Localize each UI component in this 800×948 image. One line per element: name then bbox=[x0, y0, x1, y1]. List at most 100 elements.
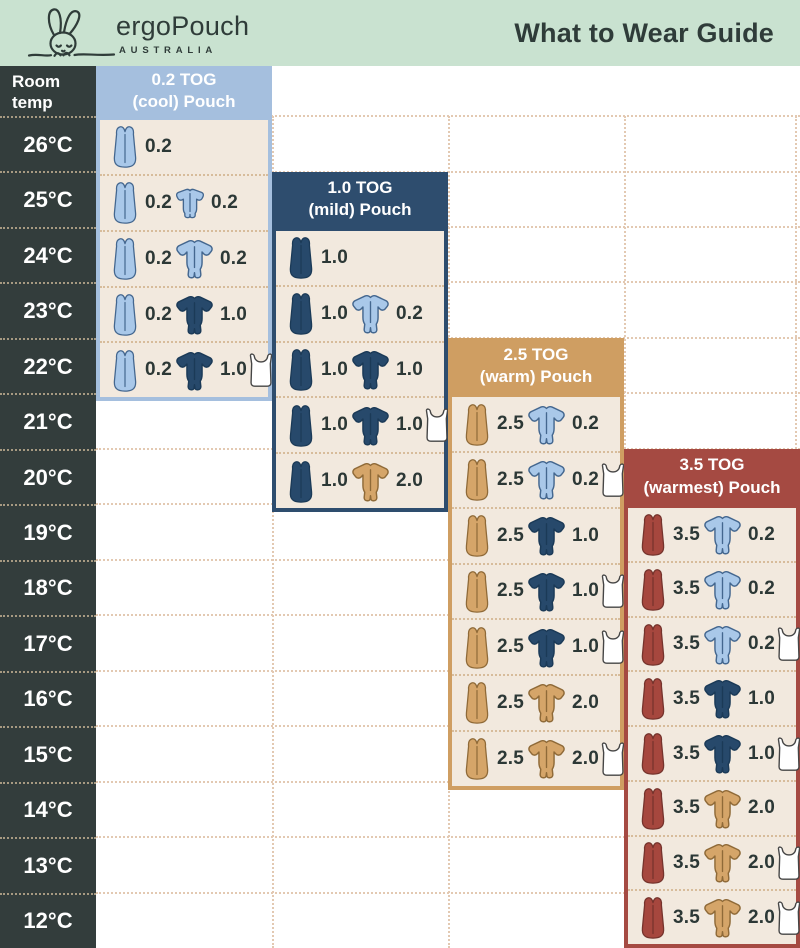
table-row-23c: 0.2 1.0 bbox=[100, 285, 268, 342]
garment-item: 2.0 bbox=[525, 680, 600, 725]
tog-value: 0.2 bbox=[145, 247, 173, 269]
garment-item: 1.0 bbox=[285, 458, 349, 505]
sleepsuit-icon bbox=[704, 516, 741, 555]
singlet-icon bbox=[777, 736, 800, 771]
tog-value: 1.0 bbox=[321, 302, 349, 324]
tog-value: 0.2 bbox=[748, 633, 776, 655]
sleeping-bag-icon bbox=[465, 515, 489, 557]
sleepsuit-icon bbox=[352, 295, 389, 334]
tog-value: 3.5 bbox=[673, 523, 701, 545]
sleepsuit-icon bbox=[528, 572, 565, 612]
garment-item: 3.5 bbox=[637, 511, 701, 558]
garment-item: 2.5 bbox=[461, 568, 525, 615]
singlet-icon bbox=[777, 627, 800, 662]
garment-item: 1.0 bbox=[525, 569, 600, 614]
garment-item: 2.5 bbox=[461, 512, 525, 559]
tog-value: 2.0 bbox=[572, 747, 600, 769]
garment-item: 3.5 bbox=[637, 566, 701, 613]
tog-value: 1.0 bbox=[572, 636, 600, 658]
table-row-22c: 0.2 1.0 bbox=[100, 341, 273, 397]
sleeping-bag-icon bbox=[641, 787, 665, 830]
garment-item bbox=[776, 899, 800, 937]
table-row-18c: 3.5 0.2 bbox=[628, 561, 796, 616]
sleepsuit-icon bbox=[528, 684, 565, 723]
tog-value: 2.5 bbox=[497, 413, 525, 435]
sleepsuit-icon bbox=[352, 350, 389, 390]
tog-value: 3.5 bbox=[673, 633, 701, 655]
sleeping-bag-icon bbox=[641, 514, 665, 556]
tog-value: 2.5 bbox=[497, 691, 525, 713]
garment-item: 1.0 bbox=[285, 290, 349, 337]
panel-2-5-tog-body: 2.5 0.2 2.5 0.2 2.5 1.0 2.5 1.0 2.5 1.0 2.5 2.0 2.5 2… bbox=[448, 393, 626, 790]
sleepsuit-icon bbox=[528, 461, 565, 500]
sleeping-bag-icon bbox=[465, 403, 489, 446]
sleeping-bag-icon bbox=[641, 733, 665, 775]
tog-value: 1.0 bbox=[220, 303, 248, 325]
room-temp-cell: 14°C bbox=[0, 781, 96, 837]
room-temp-cell: 16°C bbox=[0, 670, 96, 726]
garment-item: 0.2 bbox=[173, 236, 248, 281]
tog-value: 1.0 bbox=[220, 359, 248, 381]
garment-item: 1.0 bbox=[701, 676, 776, 721]
tog-value: 1.0 bbox=[321, 358, 349, 380]
garment-item: 3.5 bbox=[637, 839, 701, 886]
garment-item: 2.0 bbox=[701, 895, 776, 940]
garment-item: 2.0 bbox=[349, 459, 424, 504]
table-row-24c: 0.2 0.2 bbox=[100, 229, 268, 286]
singlet-icon bbox=[601, 574, 625, 609]
room-temp-cell: 13°C bbox=[0, 837, 96, 892]
garment-item: 0.2 bbox=[109, 291, 173, 338]
sleeping-bag-icon bbox=[465, 626, 489, 669]
garment-item bbox=[776, 625, 800, 663]
table-row-17c: 2.5 1.0 bbox=[452, 618, 625, 674]
panel-1-0-tog-header: 1.0 TOG (mild) Pouch bbox=[272, 171, 448, 227]
brand-name: ergoPouch bbox=[116, 11, 250, 41]
sleeping-bag-icon bbox=[289, 237, 313, 280]
garment-item bbox=[424, 406, 450, 444]
table-row-15c: 2.5 2.0 bbox=[452, 729, 625, 786]
garment-item: 2.5 bbox=[461, 624, 525, 671]
table-row-17c: 3.5 0.2 bbox=[628, 615, 800, 671]
brand-country: AUSTRALIA bbox=[119, 45, 218, 56]
room-temp-header: Room temp bbox=[0, 66, 96, 116]
garment-item: 0.2 bbox=[109, 123, 173, 170]
garment-item: 2.0 bbox=[525, 736, 600, 781]
garment-item: 1.0 bbox=[525, 513, 600, 558]
garment-item bbox=[600, 572, 626, 610]
tog-value: 1.0 bbox=[748, 687, 776, 709]
sleeping-bag-icon bbox=[113, 126, 137, 169]
room-temp-cell: 25°C bbox=[0, 171, 96, 226]
garment-item: 1.0 bbox=[701, 731, 776, 776]
tog-value: 0.2 bbox=[211, 191, 239, 213]
tog-value: 2.0 bbox=[748, 851, 776, 873]
garment-item: 0.2 bbox=[173, 185, 239, 221]
singlet-icon bbox=[777, 901, 800, 935]
tog-value: 0.2 bbox=[572, 413, 600, 435]
panel-0-2-tog-body: 0.2 0.2 0.2 0.2 0.2 0.2 1.0 0.2 1.0 bbox=[96, 116, 273, 402]
garment-item: 3.5 bbox=[637, 621, 701, 668]
garment-item: 0.2 bbox=[109, 235, 173, 282]
panel-title-line1: 2.5 TOG bbox=[503, 344, 569, 364]
garment-item: 2.5 bbox=[461, 679, 525, 726]
garment-item: 3.5 bbox=[637, 785, 701, 832]
garment-item bbox=[600, 628, 626, 666]
tog-value: 3.5 bbox=[673, 578, 701, 600]
sleepsuit-icon bbox=[352, 406, 389, 446]
garment-item: 0.2 bbox=[109, 347, 173, 394]
sleeping-bag-icon bbox=[113, 349, 137, 392]
sleepsuit-icon bbox=[704, 844, 741, 883]
tog-value: 2.5 bbox=[497, 580, 525, 602]
brand-logo: ergoPouch AUSTRALIA bbox=[26, 5, 249, 63]
sleeping-bag-icon bbox=[641, 897, 665, 939]
garment-item: 2.5 bbox=[461, 401, 525, 448]
room-temp-cell: 22°C bbox=[0, 337, 96, 393]
sleepsuit-icon bbox=[176, 351, 213, 391]
garment-item: 1.0 bbox=[285, 402, 349, 449]
tog-value: 2.5 bbox=[497, 524, 525, 546]
singlet-icon bbox=[249, 353, 273, 388]
garment-item: 0.2 bbox=[701, 512, 776, 557]
sleeping-bag-icon bbox=[641, 623, 665, 666]
panel-title-line1: 1.0 TOG bbox=[327, 178, 393, 198]
tog-value: 1.0 bbox=[321, 414, 349, 436]
garment-item: 0.2 bbox=[525, 457, 600, 502]
